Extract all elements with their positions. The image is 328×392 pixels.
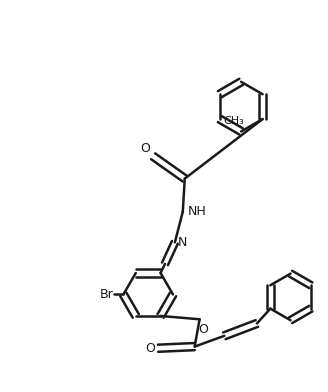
Text: NH: NH [188,205,206,218]
Text: O: O [198,323,208,336]
Text: O: O [140,142,150,155]
Text: O: O [145,342,155,355]
Text: N: N [178,236,188,249]
Text: CH₃: CH₃ [223,116,244,126]
Text: Br: Br [100,288,113,301]
